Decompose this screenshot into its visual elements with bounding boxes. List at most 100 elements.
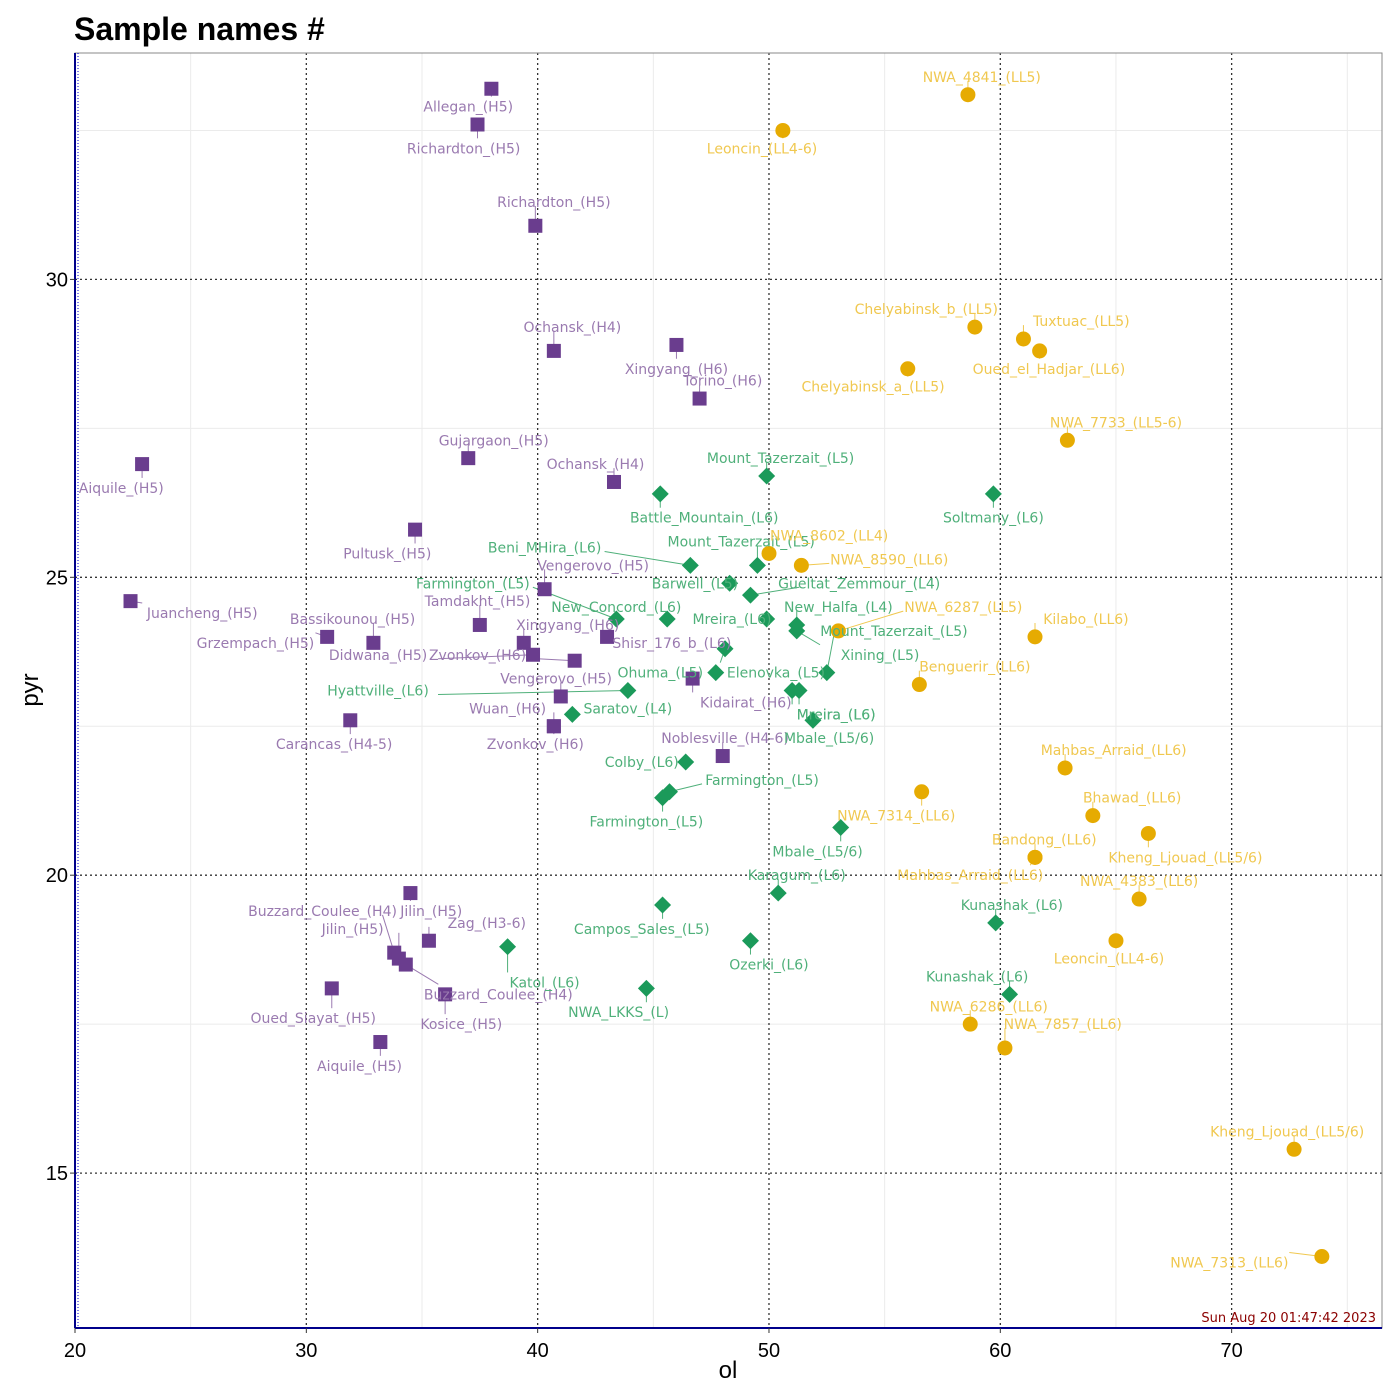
- point-label: Ozerki_(L6): [729, 958, 808, 974]
- data-point-l: [607, 610, 625, 628]
- point-label: Mreira_(L6): [692, 612, 771, 628]
- point-label: Grzempach_(H5): [197, 636, 315, 652]
- point-label: Leoncin_(LL4-6): [1054, 952, 1164, 968]
- timestamp: Sun Aug 20 01:47:42 2023: [1201, 1311, 1376, 1326]
- data-point-ll: [997, 1040, 1013, 1056]
- point-label: Barwell_(L5): [652, 576, 738, 592]
- point-label: Mbale_(L5/6): [772, 844, 862, 860]
- point-label: Kheng_Ljouad_(LL5/6): [1210, 1124, 1364, 1140]
- data-point-h: [373, 1035, 388, 1050]
- point-label: NWA_4383_(LL6): [1080, 874, 1198, 890]
- data-point-h: [324, 981, 339, 996]
- point-label: Jilin_(H5): [321, 922, 384, 938]
- point-label: Farmington_(L5): [590, 815, 704, 831]
- data-point-l: [707, 664, 725, 682]
- point-label: Farmington_(L5): [416, 576, 530, 592]
- point-label: Juancheng_(H5): [146, 606, 258, 622]
- point-label: Vengerovo_(H5): [537, 558, 649, 574]
- point-label: Mount_Tazerzait_(L5): [707, 451, 854, 467]
- data-point-ll: [1085, 808, 1101, 824]
- axes: 20 30 40 50 60 70 15 20 25 30: [46, 52, 1383, 1362]
- point-label: Mreira_(L6): [797, 707, 876, 723]
- point-label: Zvonkov_(H6): [487, 737, 584, 753]
- point-label: Carancas_(H4-5): [276, 737, 392, 753]
- data-point-h: [685, 671, 700, 686]
- data-point-l: [769, 884, 787, 902]
- data-point-l: [1001, 985, 1019, 1003]
- point-label: Battle_Mountain_(L6): [630, 511, 779, 527]
- data-point-l: [658, 610, 676, 628]
- point-label: Tamdakht_(H5): [424, 594, 531, 610]
- data-point-l: [651, 485, 669, 503]
- data-point-l: [637, 979, 655, 997]
- data-point-l: [832, 819, 850, 837]
- x-tick-label: 70: [1221, 1340, 1243, 1362]
- data-point-h: [526, 647, 541, 662]
- data-point-ll: [960, 87, 976, 103]
- data-point-ll: [900, 361, 916, 377]
- point-label: New_Halfa_(L4): [784, 600, 893, 616]
- point-label: NWA_4841_(LL5): [923, 70, 1041, 86]
- point-label: Xining_(L5): [841, 648, 920, 664]
- point-label: Bhawad_(LL6): [1083, 791, 1181, 807]
- data-point-h: [528, 218, 543, 233]
- data-point-ll: [761, 545, 777, 561]
- x-tick-label: 20: [64, 1340, 86, 1362]
- point-label: Buzzard_Coulee_(H4): [248, 904, 397, 920]
- label-leader: [438, 690, 628, 695]
- point-label: NWA_8602_(LL4): [770, 529, 888, 545]
- data-point-h: [692, 391, 707, 406]
- point-label: Shisr_176_b_(L6): [612, 636, 731, 652]
- point-label: Ochansk_(H4): [523, 320, 621, 336]
- data-point-l: [716, 640, 734, 658]
- point-label: Aiquile_(H5): [79, 481, 164, 497]
- point-label: Gueltat_Zemmour_(L4): [778, 576, 940, 592]
- data-point-l: [987, 914, 1005, 932]
- point-label: Torino_(H6): [682, 374, 762, 390]
- point-label: Oued_el_Hadjar_(LL6): [973, 362, 1126, 378]
- point-label: NWA_7857_(LL6): [1004, 1017, 1122, 1033]
- point-label: Elenovka_(L5): [727, 666, 825, 682]
- point-label: Pultusk_(H5): [343, 546, 431, 562]
- point-label: Leoncin_(LL4-6): [707, 141, 817, 157]
- point-label: Soltmany_(L6): [943, 511, 1044, 527]
- data-point-ll: [1140, 825, 1156, 841]
- panel-border: [74, 52, 1383, 1329]
- point-label: Buzzard_Coulee_(H4): [424, 987, 573, 1003]
- data-point-ll: [1015, 331, 1031, 347]
- data-point-l: [984, 485, 1002, 503]
- point-label: Kunashak_(L6): [961, 898, 1063, 914]
- data-point-h: [606, 474, 621, 489]
- point-label: Aiquile_(H5): [317, 1059, 402, 1075]
- y-axis-title: pyr: [17, 673, 44, 706]
- data-point-ll: [1027, 849, 1043, 865]
- point-label: Zag_(H3-6): [448, 916, 526, 932]
- data-point-ll: [1059, 432, 1075, 448]
- data-point-ll: [1032, 343, 1048, 359]
- data-point-ll: [793, 557, 809, 573]
- point-labels: Allegan_(H5) Richardton_(H5) Richardton_(H…: [79, 70, 1364, 1272]
- data-point-l: [619, 682, 637, 699]
- point-label: Karagum_(L6): [748, 868, 846, 884]
- data-point-ll: [775, 122, 791, 138]
- point-label: Ochansk_(H4): [547, 457, 645, 473]
- label-leader: [838, 610, 904, 632]
- x-tick-label: 30: [295, 1340, 317, 1362]
- x-tick-label: 60: [989, 1340, 1011, 1362]
- point-label: Saratov_(L4): [583, 701, 672, 717]
- point-label: Zvonkov_(H6): [429, 648, 526, 664]
- data-point-l: [741, 586, 759, 604]
- data-point-ll: [962, 1016, 978, 1032]
- data-point-h: [403, 886, 418, 901]
- point-label: NWA_7733_(LL5-6): [1050, 415, 1182, 431]
- data-point-l: [818, 664, 836, 682]
- data-point-ll: [1027, 629, 1043, 645]
- point-label: Vengerovo_(H5): [500, 672, 612, 688]
- data-point-l: [790, 682, 808, 699]
- point-label: Benguerir_(LL6): [919, 660, 1030, 676]
- data-point-h: [343, 713, 358, 728]
- label-leader: [750, 586, 800, 596]
- point-label: Kilabo_(LL6): [1043, 612, 1128, 628]
- point-label: Richardton_(H5): [497, 195, 610, 211]
- point-label: Kidairat_(H6): [700, 695, 792, 711]
